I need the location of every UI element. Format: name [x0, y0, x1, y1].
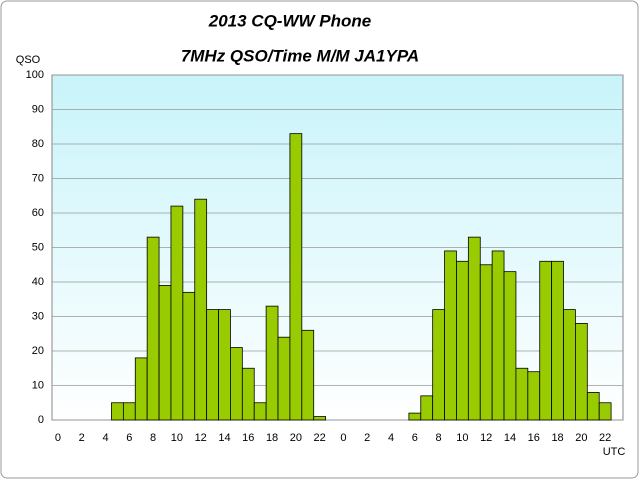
- bar: [289, 133, 303, 421]
- bar: [122, 402, 136, 421]
- bar: [408, 412, 422, 421]
- x-axis-label: UTC: [603, 446, 626, 458]
- bar: [491, 250, 505, 421]
- x-tick-label: 22: [314, 432, 326, 444]
- bar: [111, 402, 124, 421]
- bar: [194, 198, 208, 421]
- bar: [479, 264, 493, 421]
- x-tick-label: 22: [599, 432, 611, 444]
- y-tick-label: 40: [32, 276, 44, 288]
- y-tick-label: 70: [32, 172, 44, 184]
- x-tick-label: 16: [528, 432, 540, 444]
- y-tick-label: 10: [32, 379, 44, 391]
- bar: [170, 205, 184, 421]
- y-tick-label: 20: [32, 345, 44, 357]
- y-axis-label: QSO: [16, 54, 41, 66]
- y-tick-label: 60: [32, 207, 44, 219]
- x-tick-label: 10: [456, 432, 468, 444]
- x-tick-label: 14: [504, 432, 516, 444]
- y-tick-label: 90: [32, 103, 44, 115]
- bar: [467, 236, 481, 421]
- bar: [146, 236, 160, 421]
- x-tick-label: 2: [79, 432, 85, 444]
- x-tick-label: 6: [126, 432, 132, 444]
- bar: [432, 309, 445, 421]
- x-tick-label: 8: [150, 432, 156, 444]
- bar: [563, 309, 576, 421]
- x-tick-label: 20: [575, 432, 587, 444]
- x-tick-label: 18: [266, 432, 278, 444]
- x-tick-label: 2: [364, 432, 370, 444]
- bar: [313, 416, 327, 421]
- y-tick-label: 50: [32, 241, 44, 253]
- bar: [253, 402, 267, 421]
- y-tick-label: 30: [32, 310, 44, 322]
- x-tick-label: 16: [242, 432, 254, 444]
- x-tick-label: 0: [55, 432, 61, 444]
- y-tick-label: 100: [26, 69, 44, 81]
- bar: [182, 291, 196, 421]
- bar: [134, 357, 148, 421]
- bar: [420, 395, 434, 421]
- bar: [230, 347, 243, 421]
- bar: [265, 305, 279, 421]
- bar: [575, 322, 588, 421]
- y-tick-label: 80: [32, 138, 44, 150]
- y-tick-label: 0: [38, 414, 44, 426]
- x-tick-label: 18: [551, 432, 563, 444]
- x-tick-label: 0: [340, 432, 346, 444]
- bar: [301, 329, 315, 421]
- x-tick-label: 4: [388, 432, 394, 444]
- bar: [218, 309, 231, 421]
- chart-subtitle: 7MHz QSO/Time M/M JA1YPA: [181, 46, 419, 65]
- bar: [539, 260, 553, 421]
- bar: [277, 336, 291, 421]
- x-tick-label: 14: [218, 432, 230, 444]
- bar: [241, 367, 255, 421]
- x-tick-label: 20: [290, 432, 302, 444]
- x-tick-label: 10: [171, 432, 183, 444]
- x-tick-label: 12: [195, 432, 207, 444]
- bar: [527, 371, 541, 421]
- bar: [503, 271, 517, 421]
- chart-title: 2013 CQ-WW Phone: [208, 11, 371, 30]
- bar: [515, 367, 529, 421]
- bar: [158, 285, 172, 421]
- bar: [551, 260, 564, 421]
- bar: [598, 402, 612, 421]
- x-tick-label: 6: [412, 432, 418, 444]
- bar: [586, 391, 600, 421]
- bar: [206, 309, 219, 421]
- x-tick-label: 4: [102, 432, 108, 444]
- x-tick-label: 12: [480, 432, 492, 444]
- bar: [444, 250, 457, 421]
- bar: [456, 260, 469, 421]
- x-tick-label: 8: [436, 432, 442, 444]
